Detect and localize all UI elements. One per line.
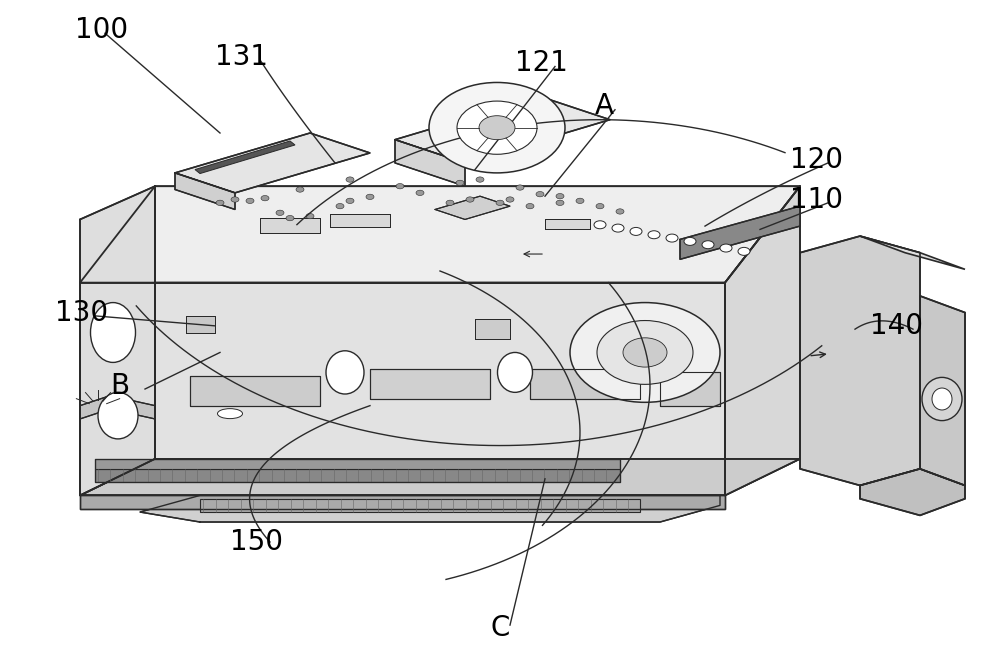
- Circle shape: [336, 203, 344, 209]
- Polygon shape: [80, 186, 155, 495]
- Circle shape: [623, 338, 667, 367]
- Circle shape: [720, 244, 732, 252]
- Text: 150: 150: [230, 528, 283, 556]
- Circle shape: [306, 213, 314, 219]
- Polygon shape: [660, 372, 720, 406]
- Polygon shape: [725, 186, 800, 495]
- Circle shape: [556, 194, 564, 199]
- Text: A: A: [595, 92, 614, 120]
- Circle shape: [429, 82, 565, 173]
- Circle shape: [612, 224, 624, 232]
- Circle shape: [597, 321, 693, 384]
- Polygon shape: [175, 133, 370, 193]
- Circle shape: [684, 237, 696, 245]
- Polygon shape: [680, 206, 800, 259]
- Polygon shape: [80, 396, 155, 419]
- Polygon shape: [860, 469, 965, 515]
- Circle shape: [396, 184, 404, 189]
- Circle shape: [479, 116, 515, 140]
- Text: 110: 110: [790, 186, 843, 213]
- Text: 140: 140: [870, 312, 923, 340]
- Polygon shape: [395, 140, 465, 186]
- Circle shape: [216, 200, 224, 205]
- Polygon shape: [95, 469, 620, 482]
- Circle shape: [456, 180, 464, 186]
- Polygon shape: [920, 296, 965, 485]
- Circle shape: [366, 194, 374, 199]
- Text: C: C: [490, 614, 509, 642]
- Polygon shape: [190, 376, 320, 406]
- Circle shape: [476, 177, 484, 182]
- Circle shape: [526, 203, 534, 209]
- Circle shape: [702, 241, 714, 249]
- Circle shape: [630, 227, 642, 235]
- Ellipse shape: [922, 378, 962, 421]
- Circle shape: [738, 247, 750, 255]
- Text: 121: 121: [515, 49, 568, 77]
- Circle shape: [570, 303, 720, 402]
- Polygon shape: [260, 218, 320, 233]
- Text: B: B: [110, 372, 129, 400]
- Circle shape: [246, 198, 254, 203]
- Ellipse shape: [218, 408, 242, 419]
- Circle shape: [576, 198, 584, 203]
- Ellipse shape: [98, 392, 138, 439]
- Polygon shape: [80, 186, 155, 495]
- Circle shape: [536, 192, 544, 197]
- Ellipse shape: [326, 351, 364, 394]
- Polygon shape: [186, 316, 215, 332]
- Polygon shape: [80, 495, 725, 509]
- Polygon shape: [175, 173, 235, 209]
- Circle shape: [457, 101, 537, 154]
- Circle shape: [596, 203, 604, 209]
- Polygon shape: [475, 319, 510, 339]
- Circle shape: [466, 197, 474, 202]
- Circle shape: [506, 197, 514, 202]
- Circle shape: [616, 209, 624, 214]
- Polygon shape: [95, 459, 620, 469]
- Circle shape: [286, 215, 294, 221]
- Circle shape: [276, 210, 284, 215]
- Polygon shape: [860, 236, 965, 269]
- Circle shape: [261, 196, 269, 201]
- Polygon shape: [530, 369, 640, 399]
- Polygon shape: [370, 369, 490, 399]
- Polygon shape: [80, 459, 800, 495]
- Circle shape: [296, 187, 304, 192]
- Text: 120: 120: [790, 146, 843, 174]
- Circle shape: [516, 185, 524, 190]
- Text: 131: 131: [215, 43, 268, 70]
- Circle shape: [496, 200, 504, 205]
- Circle shape: [666, 234, 678, 242]
- Circle shape: [594, 221, 606, 229]
- Circle shape: [556, 200, 564, 205]
- Text: 130: 130: [55, 299, 108, 327]
- Circle shape: [648, 231, 660, 239]
- Polygon shape: [80, 283, 725, 495]
- Polygon shape: [195, 141, 295, 174]
- Circle shape: [346, 177, 354, 182]
- Ellipse shape: [90, 303, 136, 362]
- Polygon shape: [800, 236, 920, 485]
- Polygon shape: [200, 499, 640, 512]
- Ellipse shape: [498, 352, 532, 392]
- Text: 100: 100: [75, 16, 128, 44]
- Polygon shape: [545, 219, 590, 229]
- Polygon shape: [395, 96, 610, 163]
- Ellipse shape: [932, 388, 952, 410]
- Polygon shape: [80, 186, 800, 283]
- Circle shape: [446, 200, 454, 205]
- Circle shape: [231, 197, 239, 202]
- Circle shape: [416, 190, 424, 196]
- Polygon shape: [140, 495, 720, 522]
- Circle shape: [346, 198, 354, 203]
- Polygon shape: [435, 196, 510, 219]
- Polygon shape: [330, 214, 390, 227]
